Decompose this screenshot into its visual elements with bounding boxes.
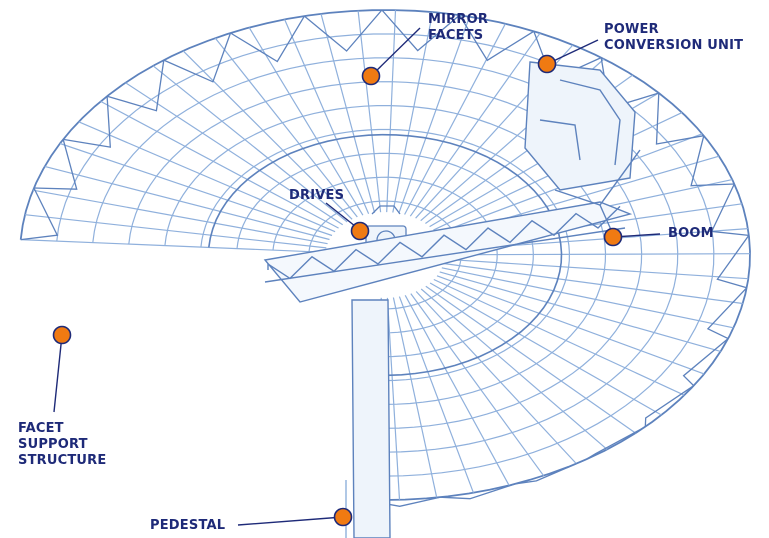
label-power-conversion-unit: POWER CONVERSION UNIT	[604, 22, 743, 54]
label-boom: BOOM	[668, 226, 714, 242]
label-facet-support-structure-line2: SUPPORT	[18, 437, 88, 452]
label-power-conversion-unit-line2: CONVERSION UNIT	[604, 38, 744, 53]
pedestal-post	[345, 299, 391, 538]
mirror-dish	[19, 9, 751, 501]
label-facet-support-structure-line3: STRUCTURE	[18, 453, 107, 468]
label-facet-support-structure: FACET SUPPORT STRUCTURE	[18, 421, 106, 469]
boom-truss	[263, 201, 633, 303]
label-mirror-facets-line1: MIRROR	[428, 12, 489, 27]
marker-drives	[350, 221, 370, 241]
marker-power-conversion-unit	[537, 54, 557, 74]
power-conversion-unit-housing	[524, 61, 641, 233]
label-drives-line1: DRIVES	[289, 188, 345, 203]
label-boom-line1: BOOM	[668, 226, 714, 241]
marker-mirror-facets	[361, 66, 381, 86]
callout-markers	[52, 54, 623, 527]
label-power-conversion-unit-line1: POWER	[604, 22, 659, 37]
label-pedestal-line1: PEDESTAL	[150, 518, 226, 533]
label-pedestal: PEDESTAL	[150, 518, 225, 534]
label-drives: DRIVES	[289, 188, 344, 204]
marker-pedestal	[333, 507, 353, 527]
label-facet-support-structure-line1: FACET	[18, 421, 64, 436]
label-mirror-facets: MIRROR FACETS	[428, 12, 488, 44]
marker-boom	[603, 227, 623, 247]
facet-support-truss	[20, 9, 750, 507]
label-mirror-facets-line2: FACETS	[428, 28, 484, 43]
marker-facet-support-structure	[52, 325, 72, 345]
